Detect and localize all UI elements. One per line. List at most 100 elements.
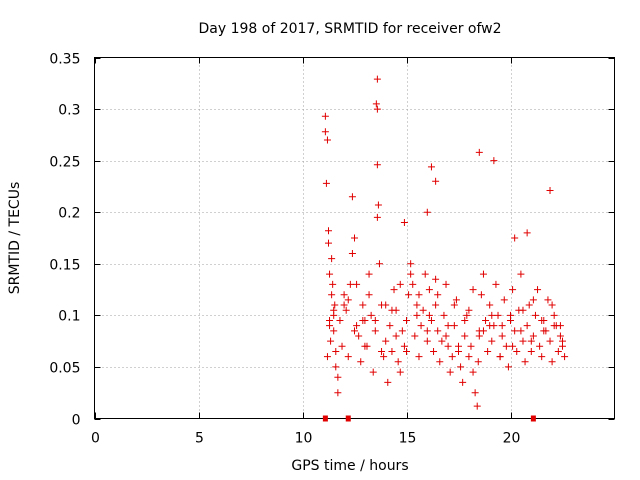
data-point [517, 327, 525, 335]
data-point [423, 327, 431, 335]
data-point [496, 353, 504, 361]
data-point [525, 301, 533, 309]
data-point [540, 327, 548, 335]
data-point [373, 161, 381, 169]
y-tick-label: 0 [72, 413, 81, 429]
data-point [479, 270, 487, 278]
data-point [371, 317, 379, 325]
data-point [378, 347, 386, 355]
data-point [384, 378, 392, 386]
y-tick-label: 0.35 [49, 52, 80, 68]
data-point [380, 353, 388, 361]
data-point [486, 301, 494, 309]
data-point [465, 353, 473, 361]
data-point [498, 322, 506, 330]
data-point [473, 402, 481, 410]
data-point [531, 311, 539, 319]
y-tick-labels: 0 0.05 0.1 0.15 0.2 0.25 0.3 0.35 [49, 52, 80, 429]
chart-title: Day 198 of 2017, SRMTID for receiver ofw… [198, 21, 501, 37]
data-point [338, 342, 346, 350]
data-point [502, 342, 510, 350]
data-point [359, 301, 367, 309]
x-axis-label: GPS time / hours [291, 458, 408, 474]
data-point [373, 213, 381, 221]
data-point [394, 358, 402, 366]
data-point [407, 260, 415, 268]
data-point [550, 311, 558, 319]
data-point [415, 353, 423, 361]
data-point [467, 342, 475, 350]
y-tick-label: 0.05 [49, 361, 80, 377]
data-point [425, 311, 433, 319]
data-point [332, 363, 340, 371]
data-point [423, 337, 431, 345]
data-point [398, 327, 406, 335]
data-point [469, 286, 477, 294]
data-point [450, 301, 458, 309]
data-point [455, 342, 462, 350]
data-point [365, 270, 373, 278]
data-point [365, 291, 373, 299]
data-point [330, 306, 338, 314]
data-point [382, 301, 390, 309]
data-points [321, 75, 569, 410]
data-point [432, 177, 440, 185]
data-point [392, 332, 400, 340]
data-point [359, 317, 367, 325]
data-point [550, 322, 558, 330]
y-tick-label: 0.1 [58, 309, 80, 325]
data-point [323, 136, 331, 144]
data-point [477, 291, 485, 299]
data-point [357, 358, 365, 366]
data-point [334, 373, 342, 381]
data-point [446, 368, 454, 376]
data-point [332, 347, 340, 355]
data-point [486, 322, 494, 330]
data-point [444, 342, 452, 350]
data-point [427, 163, 435, 171]
data-point [556, 322, 564, 330]
data-point [479, 327, 487, 335]
data-point [475, 148, 483, 156]
data-point [372, 100, 380, 108]
data-point [523, 229, 531, 237]
data-point [538, 353, 546, 361]
data-point [465, 306, 473, 314]
y-tick-label: 0.3 [58, 103, 80, 119]
data-point [351, 234, 358, 242]
data-point [519, 337, 527, 345]
y-tick-label: 0.15 [49, 258, 80, 274]
data-point [440, 311, 448, 319]
data-point [423, 208, 431, 216]
data-point [513, 347, 521, 355]
data-point [369, 368, 377, 376]
data-point [373, 75, 381, 83]
data-point [326, 270, 334, 278]
data-point [556, 332, 564, 340]
data-point [430, 347, 438, 355]
plot-frame [94, 57, 615, 419]
data-point [413, 311, 421, 319]
data-point [461, 332, 469, 340]
data-point [452, 296, 460, 304]
data-point [353, 322, 361, 330]
data-point [348, 193, 356, 201]
data-point [328, 291, 336, 299]
data-point [417, 322, 425, 330]
zero-marker [322, 415, 328, 422]
data-point [507, 311, 514, 319]
data-point [504, 363, 512, 371]
data-point [421, 270, 429, 278]
data-point [346, 280, 354, 288]
data-point [548, 358, 556, 366]
data-point [488, 311, 496, 319]
data-point [375, 260, 383, 268]
data-point [323, 353, 331, 361]
data-point [457, 363, 465, 371]
data-point [330, 327, 338, 335]
data-point [434, 291, 442, 299]
data-point [413, 301, 421, 309]
data-point [390, 286, 398, 294]
data-point [536, 342, 544, 350]
